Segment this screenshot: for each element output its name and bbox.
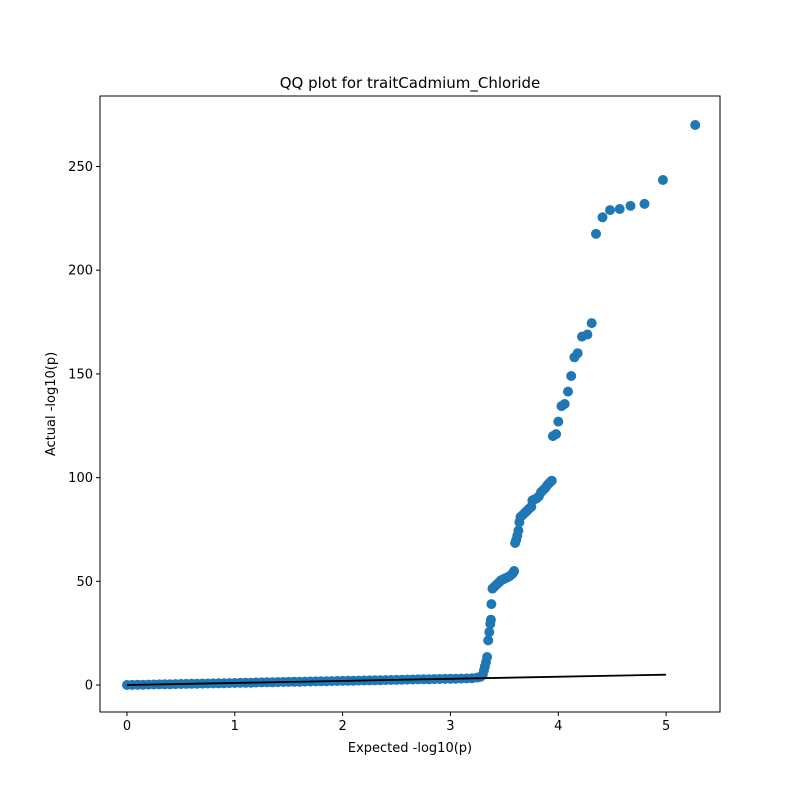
data-point bbox=[482, 652, 493, 662]
x-tick-label: 5 bbox=[662, 719, 670, 734]
chart-title: QQ plot for traitCadmium_Chloride bbox=[280, 74, 541, 93]
y-axis-label: Actual -log10(p) bbox=[44, 352, 59, 456]
data-point bbox=[546, 475, 557, 486]
x-axis-ticks: 0 1 2 3 4 5 bbox=[123, 712, 670, 734]
data-point bbox=[509, 566, 520, 576]
reference-line-group bbox=[126, 673, 667, 686]
x-tick-label: 0 bbox=[123, 719, 131, 734]
y-tick-label: 50 bbox=[76, 575, 93, 590]
data-point bbox=[551, 429, 562, 440]
plot-frame bbox=[99, 95, 721, 713]
data-point bbox=[586, 318, 597, 329]
data-point bbox=[485, 614, 496, 625]
data-point bbox=[486, 599, 497, 610]
x-tick-label: 2 bbox=[338, 719, 346, 734]
data-point bbox=[582, 329, 593, 340]
data-point bbox=[690, 120, 701, 130]
data-point bbox=[563, 386, 573, 397]
data-point bbox=[559, 399, 570, 409]
y-tick-label: 0 bbox=[85, 679, 93, 694]
y-tick-label: 250 bbox=[68, 160, 93, 175]
data-point bbox=[572, 348, 583, 359]
data-point bbox=[484, 627, 495, 638]
data-point bbox=[625, 200, 636, 211]
data-point bbox=[614, 204, 625, 214]
data-point bbox=[513, 525, 524, 536]
reference-line bbox=[126, 673, 667, 686]
y-axis-ticks: 0 50 100 150 200 250 bbox=[68, 160, 100, 694]
data-point bbox=[597, 212, 608, 223]
x-axis-label: Expected -log10(p) bbox=[348, 741, 472, 756]
y-tick-label: 150 bbox=[68, 367, 93, 382]
data-point bbox=[657, 175, 668, 185]
data-point bbox=[605, 205, 615, 216]
data-point bbox=[639, 198, 650, 209]
y-tick-label: 200 bbox=[68, 264, 93, 279]
x-tick-label: 3 bbox=[446, 719, 454, 734]
data-point bbox=[483, 635, 494, 646]
x-tick-label: 4 bbox=[554, 719, 562, 734]
data-point bbox=[566, 371, 577, 381]
data-point bbox=[591, 228, 601, 239]
scatter-points bbox=[122, 120, 701, 690]
x-tick-label: 1 bbox=[231, 719, 239, 734]
y-tick-label: 100 bbox=[68, 471, 93, 486]
data-point bbox=[553, 416, 564, 427]
